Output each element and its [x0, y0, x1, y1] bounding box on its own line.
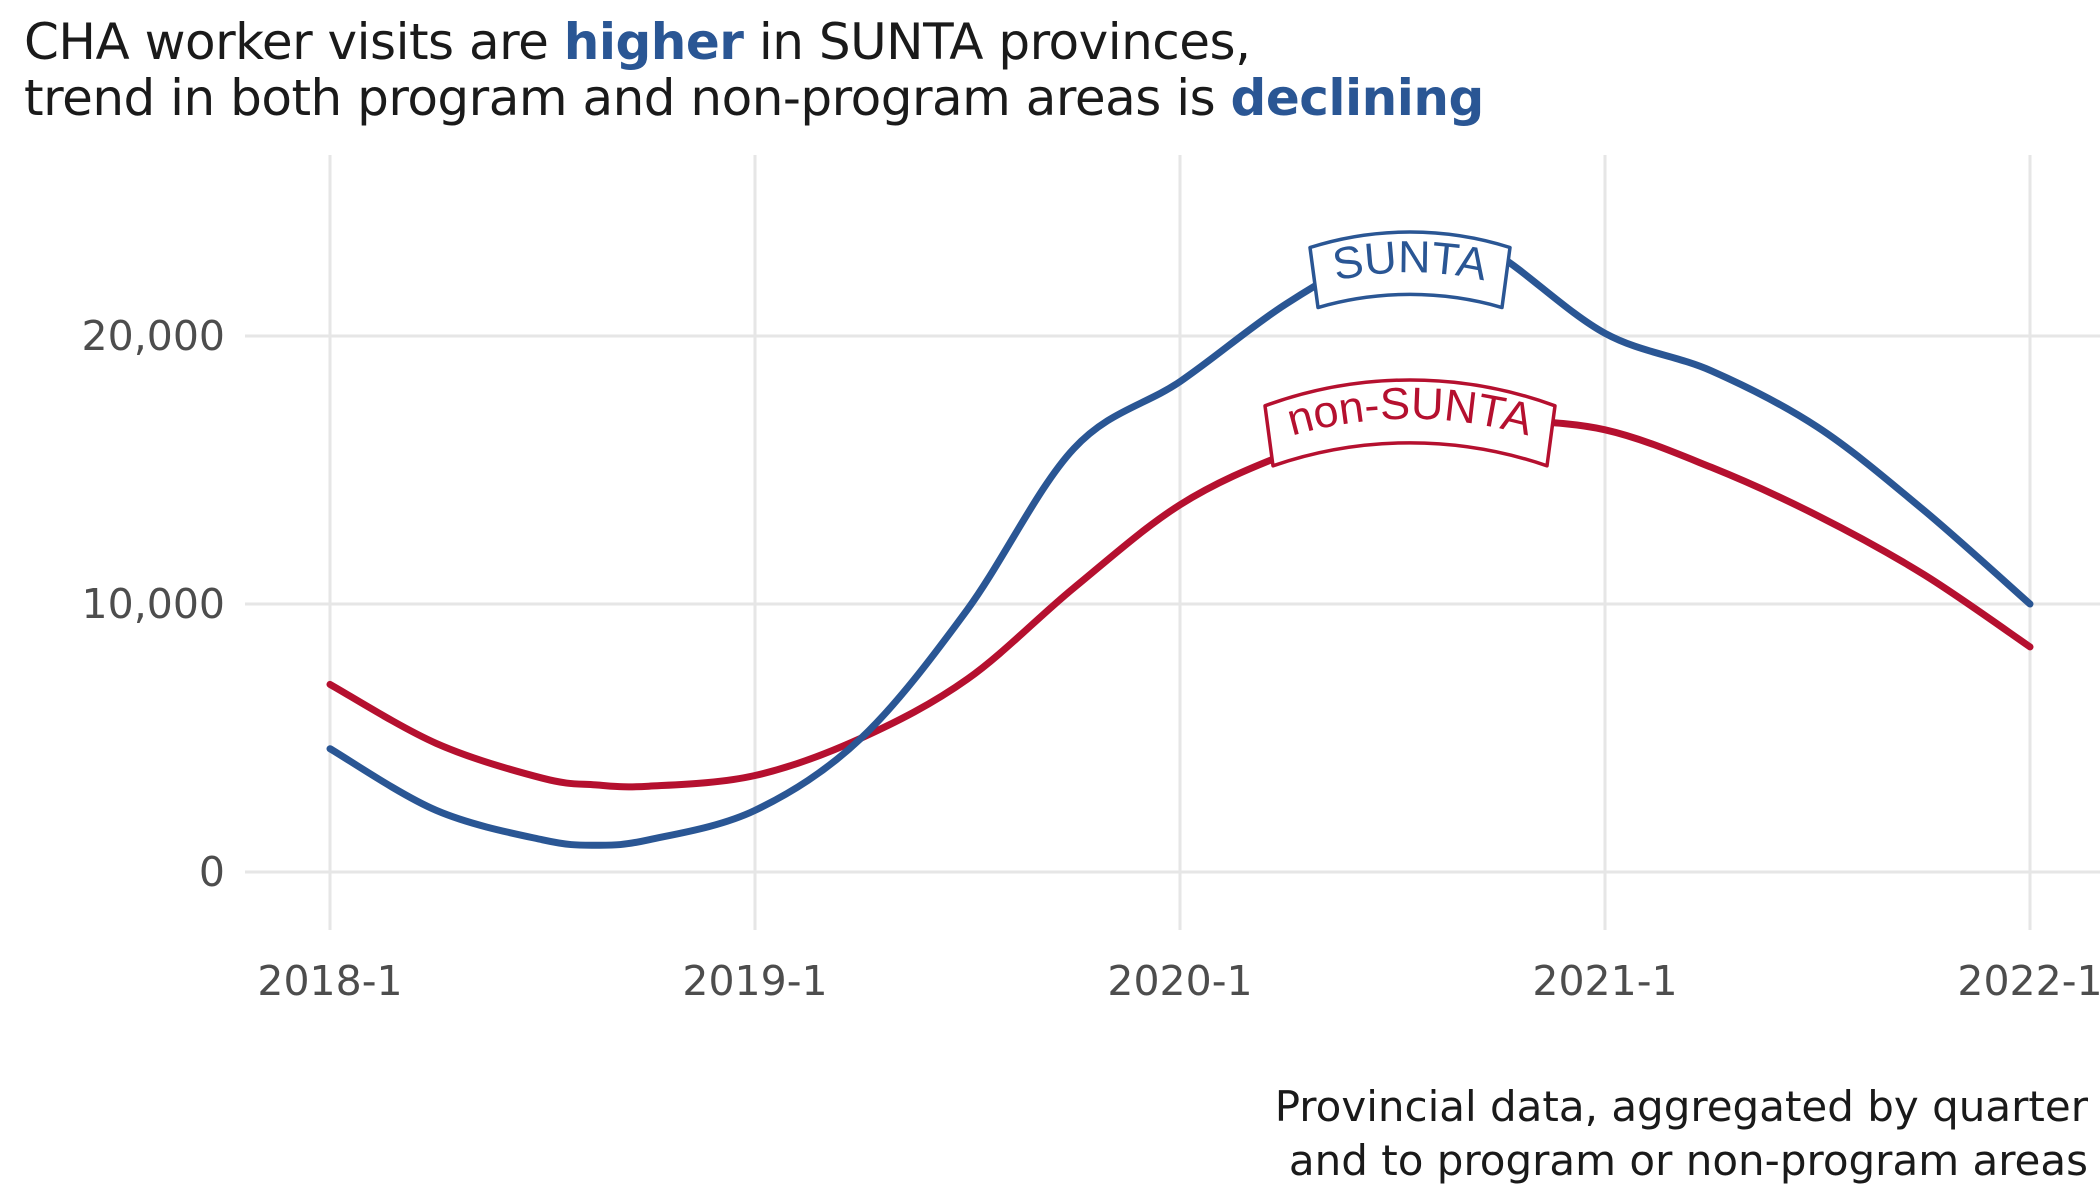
title-highlight-declining: declining	[1230, 69, 1485, 127]
sunta-label-text: SUNTA	[1329, 231, 1492, 290]
title-highlight-higher: higher	[563, 13, 744, 71]
title-line-1: CHA worker visits are higher in SUNTA pr…	[24, 14, 1484, 70]
non-sunta-label-box	[1263, 378, 1557, 468]
x-tick-label: 2020-1	[1107, 957, 1252, 1005]
y-tick-label: 10,000	[82, 580, 225, 628]
x-tick-label: 2022-1	[1957, 957, 2100, 1005]
axis-ticks: 0 10,000 20,000 2018-1 2019-1 2020-1 2021-1 202…	[82, 312, 2100, 1005]
chart-title: CHA worker visits are higher in SUNTA pr…	[24, 14, 1484, 126]
x-tick-label: 2018-1	[257, 957, 402, 1005]
title-text: trend in both program and non-program ar…	[24, 69, 1231, 127]
x-tick-label: 2021-1	[1532, 957, 1677, 1005]
series-labels: SUNTA non-SUNTA	[1263, 230, 1557, 468]
non-sunta-line	[326, 412, 2034, 791]
series-lines	[326, 234, 2034, 849]
x-tick-label: 2019-1	[682, 957, 827, 1005]
sunta-label: SUNTA	[1308, 230, 1512, 310]
title-line-2: trend in both program and non-program ar…	[24, 70, 1484, 126]
chart-caption: Provincial data, aggregated by quarter a…	[1275, 1080, 2088, 1188]
sunta-label-box	[1308, 230, 1512, 310]
caption-line-1: Provincial data, aggregated by quarter	[1274, 1082, 2088, 1131]
gridlines	[245, 155, 2100, 930]
title-text: CHA worker visits are	[24, 13, 564, 71]
sunta-line	[326, 234, 2034, 849]
y-tick-label: 20,000	[82, 312, 225, 360]
y-tick-label: 0	[199, 848, 225, 896]
non-sunta-label: non-SUNTA	[1263, 378, 1557, 468]
title-text: in SUNTA provinces,	[743, 13, 1251, 71]
caption-line-2: and to program or non-program areas	[1288, 1136, 2088, 1185]
